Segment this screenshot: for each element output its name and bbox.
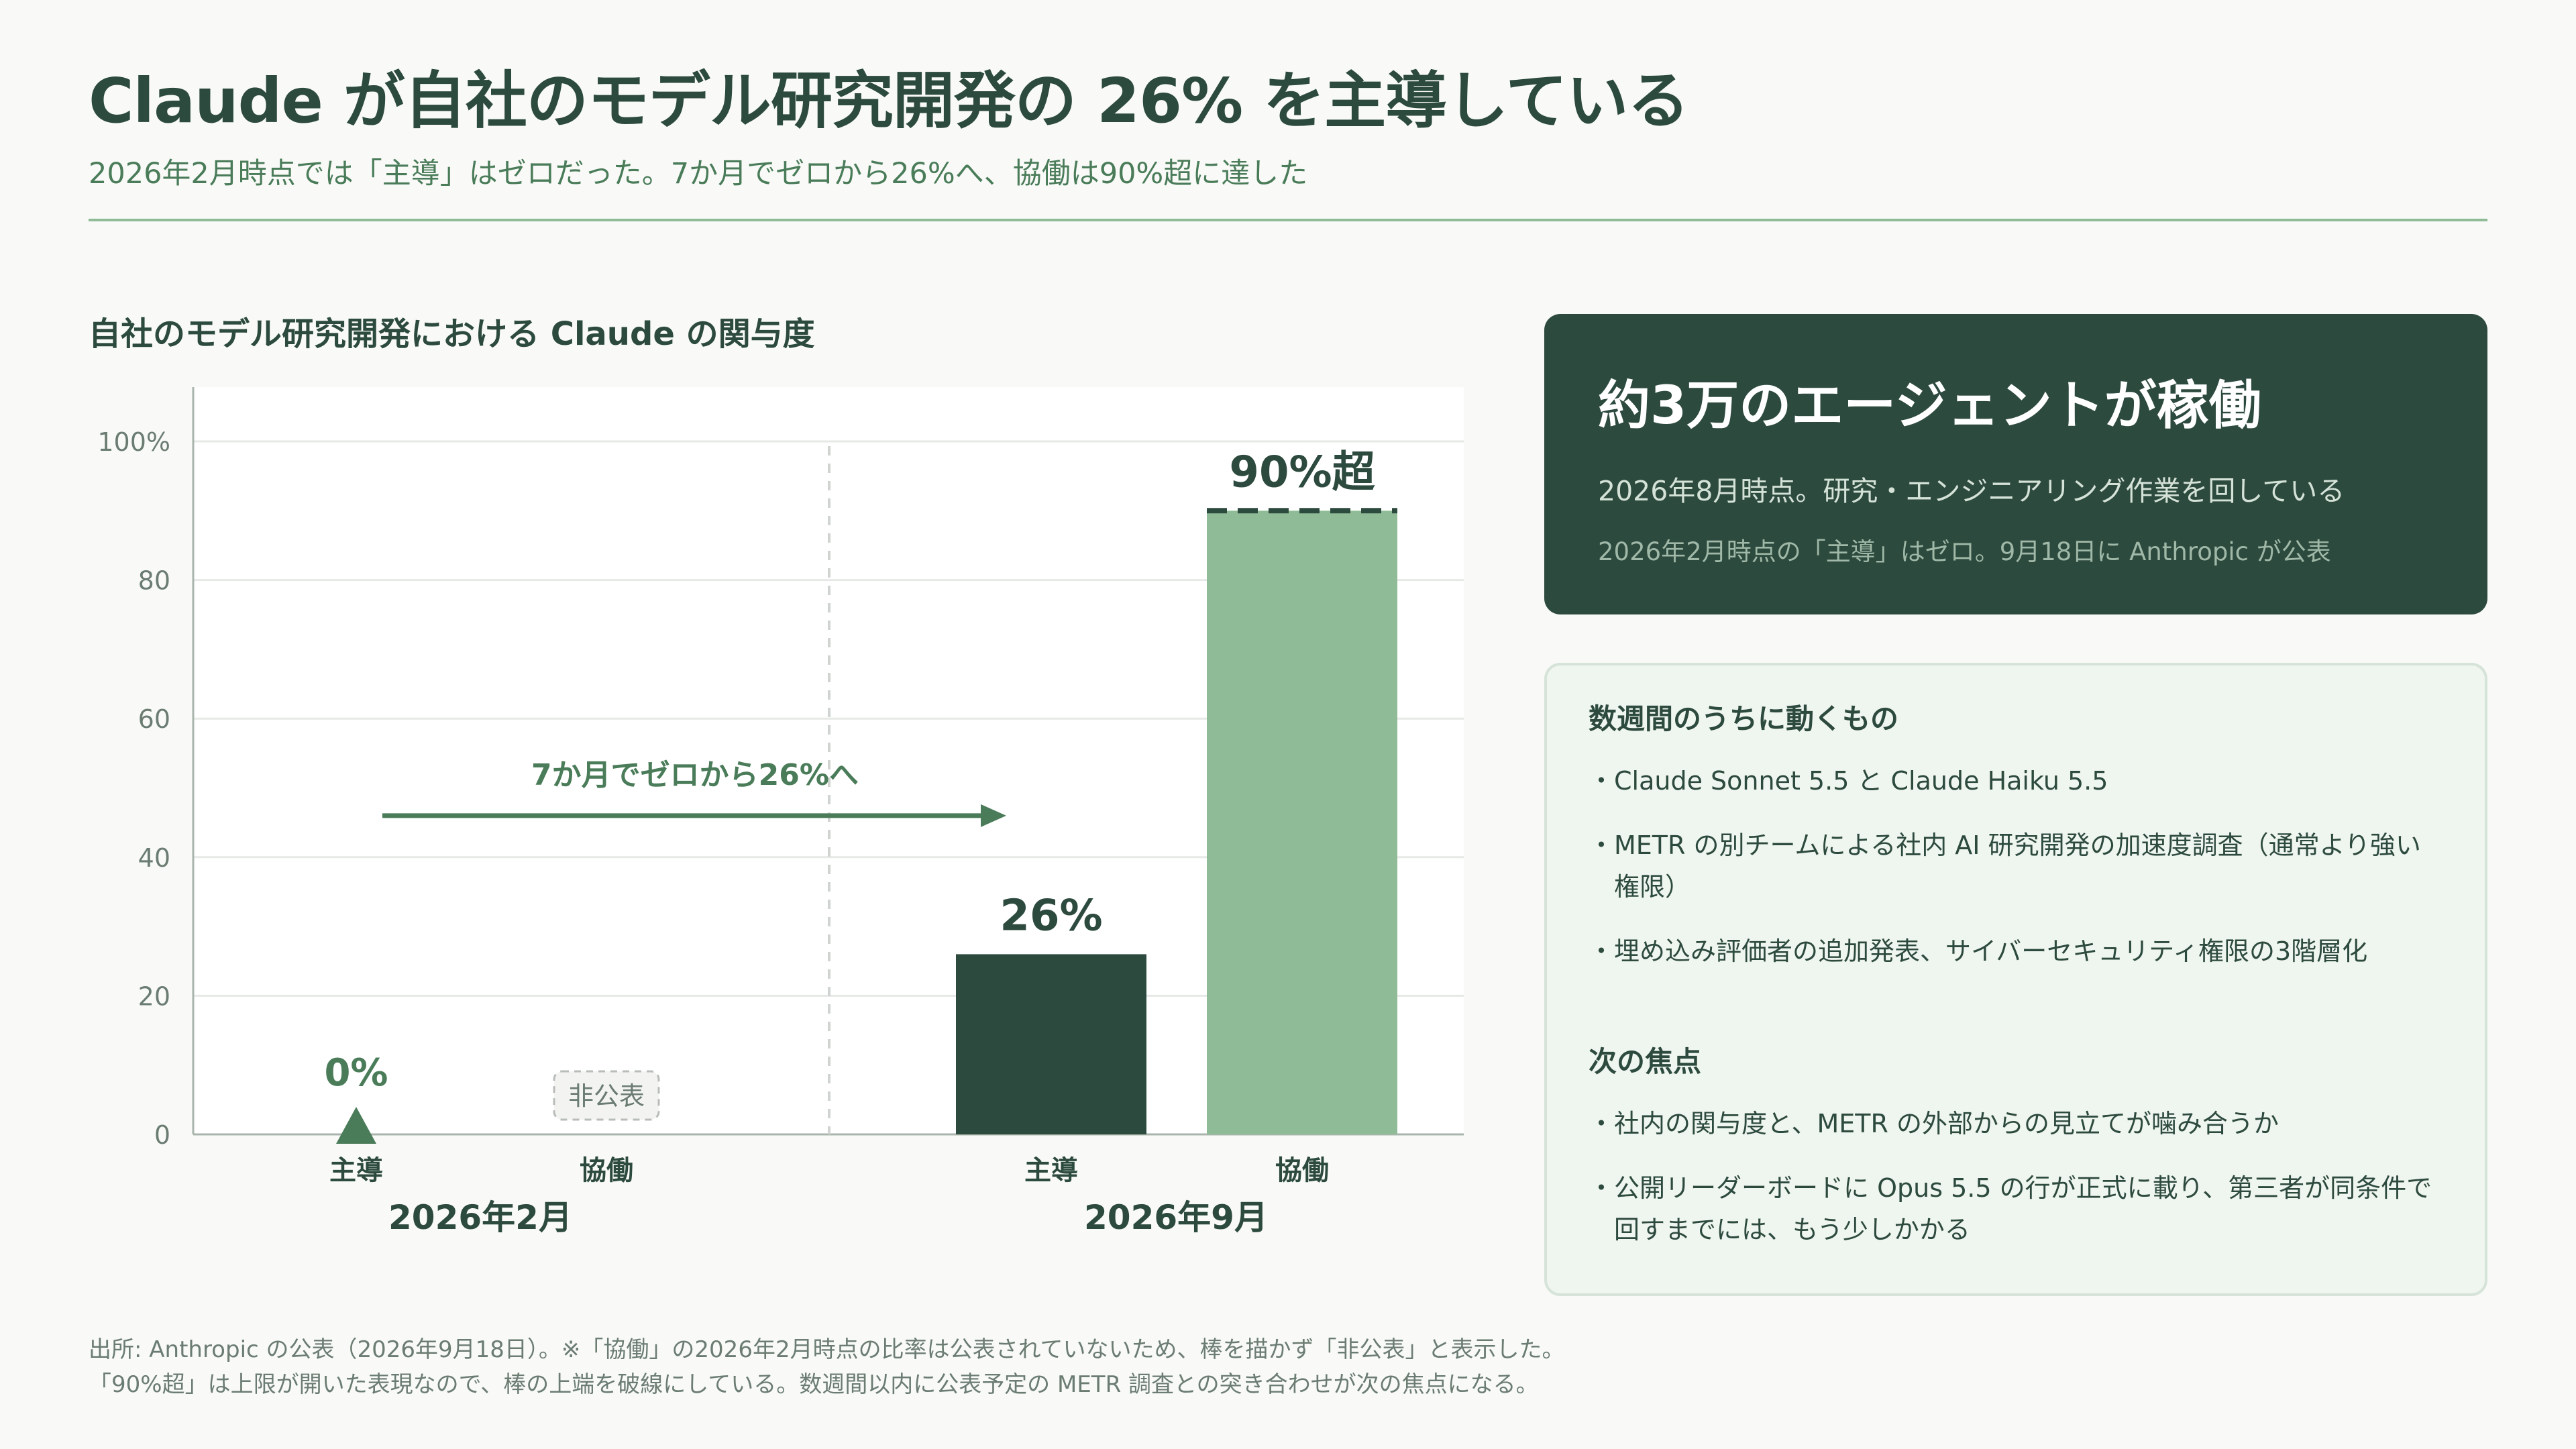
- highlight-note: 2026年2月時点の「主導」はゼロ。9月18日に Anthropic が公表: [1598, 537, 2331, 566]
- annotation-label: 7か月でゼロから26%へ: [531, 758, 859, 792]
- x-tick-label: 協働: [580, 1155, 633, 1186]
- y-tick-label: 0: [154, 1120, 170, 1150]
- group-label: 2026年9月: [1084, 1198, 1268, 1237]
- chart-title: 自社のモデル研究開発における Claude の関与度: [89, 315, 815, 353]
- x-tick-label: 主導: [329, 1155, 383, 1186]
- focus-list: 社内の関与度と、METR の外部からの見立てが噛み合うか 公開リーダーボードに …: [1589, 1103, 2443, 1250]
- bar: [1207, 511, 1397, 1134]
- data-label: 90%超: [1229, 447, 1375, 497]
- y-tick-label: 80: [138, 566, 170, 596]
- y-tick-label: 20: [138, 981, 170, 1011]
- x-tick-label: 協働: [1275, 1155, 1329, 1186]
- data-label: 26%: [1000, 891, 1102, 941]
- footnote: 出所: Anthropic の公表（2026年9月18日）。※「協働」の2026…: [89, 1332, 1565, 1402]
- y-tick-label: 60: [138, 704, 170, 734]
- group-label: 2026年2月: [388, 1198, 572, 1237]
- highlight-headline: 約3万のエージェントが稼働: [1598, 376, 2261, 436]
- page-subtitle: 2026年2月時点では「主導」はゼロだった。7か月でゼロから26%へ、協働は90…: [89, 157, 1308, 191]
- data-label: 0%: [324, 1051, 388, 1095]
- highlight-detail: 2026年8月時点。研究・エンジニアリング作業を回している: [1598, 475, 2345, 507]
- y-tick-label: 100%: [97, 427, 170, 457]
- bar: [956, 954, 1146, 1134]
- not-disclosed-badge: [553, 1070, 660, 1121]
- footnote-line: 出所: Anthropic の公表（2026年9月18日）。※「協働」の2026…: [89, 1336, 1565, 1363]
- list-item: Claude Sonnet 5.5 と Claude Haiku 5.5: [1589, 760, 2443, 802]
- x-tick-label: 主導: [1024, 1155, 1078, 1186]
- data-label: 非公表: [568, 1081, 645, 1111]
- focus-section-title: 次の焦点: [1589, 1045, 1702, 1078]
- header-divider: [89, 219, 2487, 221]
- list-item: 埋め込み評価者の追加発表、サイバーセキュリティ権限の3階層化: [1589, 930, 2443, 972]
- footnote-line: 「90%超」は上限が開いた表現なので、棒の上端を破線にしている。数週間以内に公表…: [89, 1371, 1539, 1398]
- list-item: METR の別チームによる社内 AI 研究開発の加速度調査（通常より強い権限）: [1589, 824, 2443, 908]
- highlight-panel: 約3万のエージェントが稼働 2026年8月時点。研究・エンジニアリング作業を回し…: [1544, 314, 2487, 614]
- upcoming-section-title: 数週間のうちに動くもの: [1589, 702, 1899, 735]
- page-title: Claude が自社のモデル研究開発の 26% を主導している: [89, 65, 1689, 137]
- upcoming-panel: 数週間のうちに動くもの Claude Sonnet 5.5 と Claude H…: [1544, 663, 2487, 1296]
- upcoming-list: Claude Sonnet 5.5 と Claude Haiku 5.5 MET…: [1589, 760, 2443, 972]
- y-tick-label: 40: [138, 843, 170, 873]
- list-item: 社内の関与度と、METR の外部からの見立てが噛み合うか: [1589, 1103, 2443, 1144]
- annotation-arrowhead: [981, 804, 1006, 827]
- list-item: 公開リーダーボードに Opus 5.5 の行が正式に載り、第三者が同条件で回すま…: [1589, 1167, 2443, 1250]
- zero-marker: [336, 1107, 376, 1144]
